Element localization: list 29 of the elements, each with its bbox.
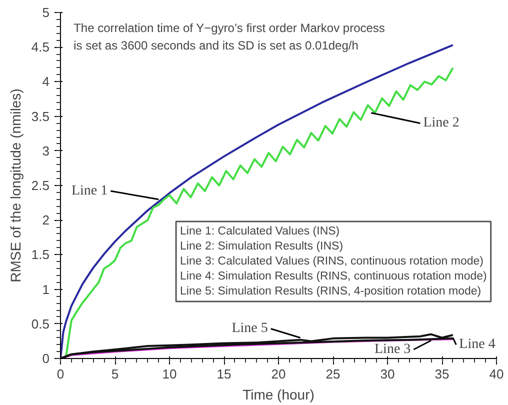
annotation: The correlation time of Y−gyro’s first order Markov process is set as 3600 seconds and its SD is set as 0.01deg/h bbox=[74, 20, 385, 52]
x-tick-label: 20 bbox=[271, 366, 286, 382]
y-tick-label: 3 bbox=[42, 143, 50, 158]
annotation: Line 2 bbox=[423, 116, 460, 131]
y-tick-label: 4.5 bbox=[31, 40, 50, 55]
x-axis-title: Time (hour) bbox=[242, 386, 314, 402]
x-tick-label: 25 bbox=[326, 366, 340, 382]
annotation: Line 3 bbox=[374, 342, 411, 358]
x-tick-label: 30 bbox=[380, 366, 395, 382]
y-tick-label: 0 bbox=[42, 351, 50, 366]
y-tick-label: 4 bbox=[42, 74, 50, 90]
x-tick-label: 40 bbox=[489, 366, 504, 382]
y-tick-label: 5 bbox=[42, 5, 50, 20]
annotation: Line 4 bbox=[459, 337, 496, 352]
x-tick-label: 15 bbox=[216, 366, 232, 382]
x-tick-label: 0 bbox=[56, 366, 64, 382]
y-tick-label: 1 bbox=[42, 282, 50, 297]
annotation: Line 1: Calculated Values (INS) Line 2: Simulation Results (INS) Line 3: Calculated Values (RINS, continuous rotation mode) Line 4: Simulation Results (RINS, continuous rotation mode) Line 5: Simulation Results (RINS, 4-position rotation mode) bbox=[180, 225, 488, 298]
annotation: Line 5 bbox=[232, 321, 268, 336]
y-tick-label: 1.5 bbox=[31, 247, 50, 262]
x-tick-label: 10 bbox=[162, 366, 177, 382]
y-tick-label: 3.5 bbox=[31, 108, 50, 124]
y-tick-label: 2.5 bbox=[31, 178, 50, 193]
annotation: Line 1 bbox=[71, 184, 108, 199]
x-tick-label: 5 bbox=[111, 366, 119, 382]
x-tick-label: 35 bbox=[434, 366, 450, 382]
y-tick-label: 0.5 bbox=[31, 316, 50, 332]
y-axis-title: RMSE of the longitude (nmiles) bbox=[7, 88, 24, 282]
y-tick-label: 2 bbox=[42, 212, 50, 228]
